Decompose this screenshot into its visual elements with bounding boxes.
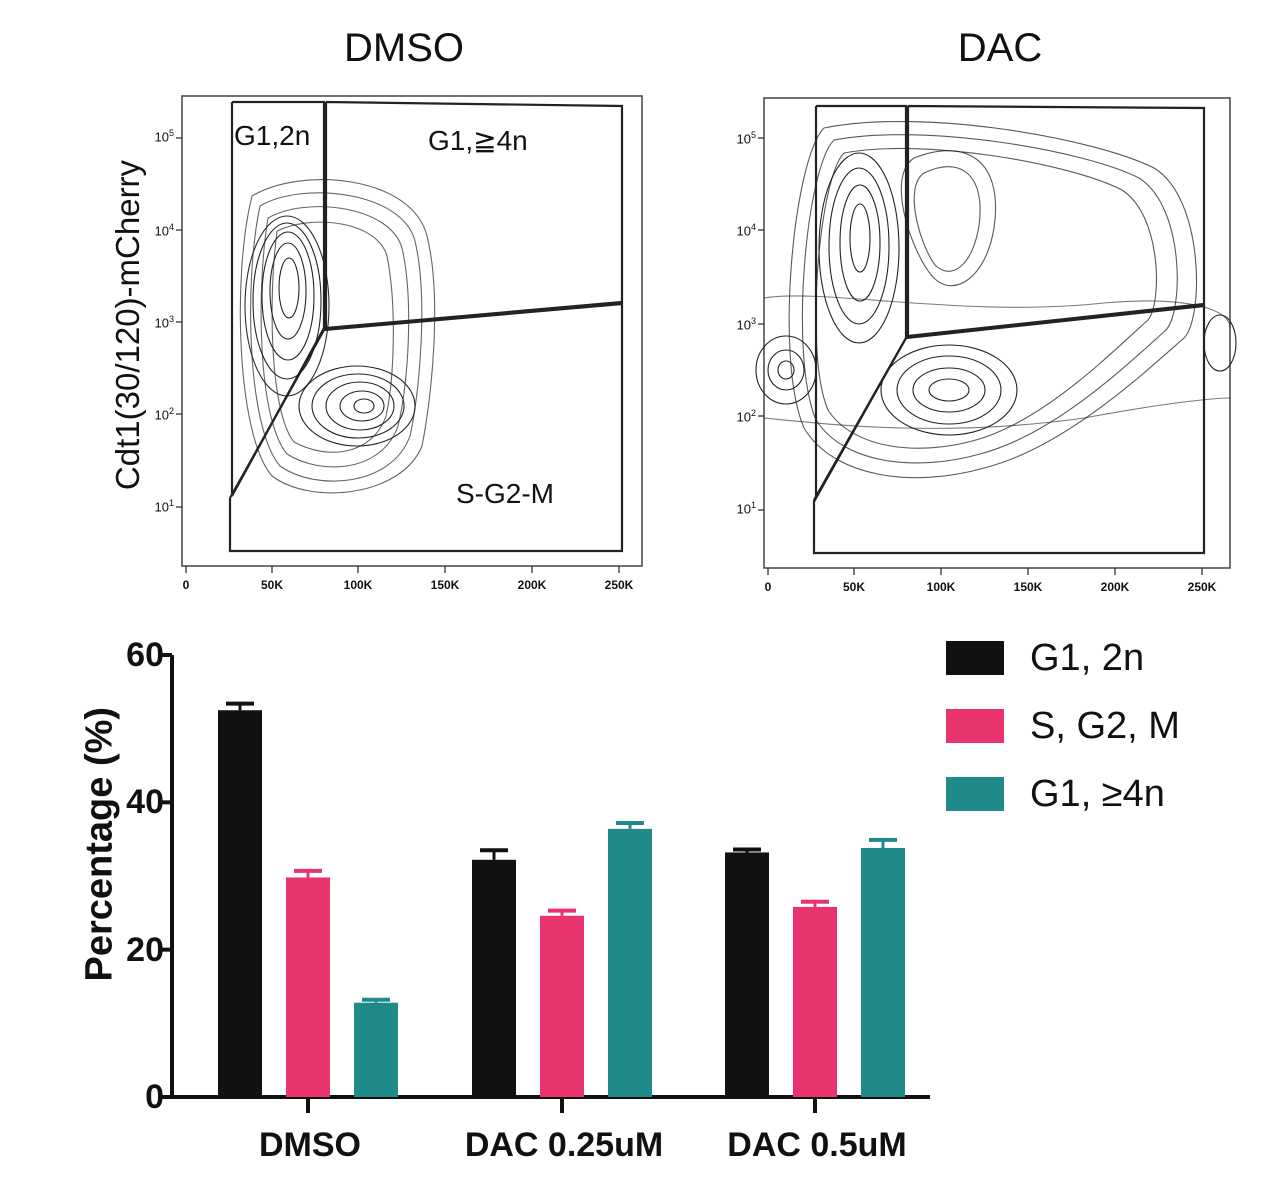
legend-item-sg2m: S, G2, M [946, 704, 1180, 747]
xtick-label: 250K [604, 578, 634, 592]
plot-frame [763, 97, 1231, 569]
gate-g1-4n [324, 100, 624, 330]
bar-2-1 [608, 828, 652, 1097]
ytick-label: 102 [154, 406, 174, 423]
xtick-label: 200K [1100, 580, 1130, 594]
legend: G1, 2n S, G2, M G1, ≥4n [946, 636, 1180, 815]
bar-xtick-dac-05: DAC 0.5uM [727, 1126, 907, 1164]
ytick-label: 101 [154, 498, 174, 515]
legend-swatch [946, 777, 1004, 811]
bar-0-0 [218, 710, 262, 1097]
bar-xtick-dmso: DMSO [259, 1126, 361, 1164]
xtick-label: 0 [182, 578, 190, 592]
contour-density [239, 179, 436, 494]
gate-label-g1-4n: G1,≧4n [428, 125, 528, 156]
ytick-label: 105 [736, 130, 756, 147]
flow-plot-dmso [176, 95, 643, 573]
ytick-label: 104 [736, 222, 756, 239]
gate-label-sg2m: S-G2-M [456, 478, 554, 509]
ytick-label: 101 [736, 500, 756, 517]
bar-0-1 [472, 859, 516, 1097]
bar-ytick-label: 60 [126, 636, 164, 674]
panel-title-dmso: DMSO [344, 26, 464, 70]
gates [812, 104, 1206, 555]
bar-1-2 [793, 906, 837, 1097]
legend-label: S, G2, M [1030, 704, 1180, 747]
bar-ytick-label: 0 [145, 1078, 164, 1116]
xtick-label: 50K [260, 578, 283, 592]
gate-sg2m [812, 304, 1206, 555]
xtick-label: 150K [430, 578, 460, 592]
gate-label-g1-2n: G1,2n [234, 120, 311, 151]
gates [228, 100, 624, 553]
bar-1-0 [286, 877, 330, 1097]
x-axis-ticks [185, 566, 620, 573]
gate-g1-2n [230, 100, 326, 497]
gate-g1-4n [906, 104, 1206, 338]
legend-swatch [946, 641, 1004, 675]
bar-xtick-dac-025: DAC 0.25uM [464, 1126, 664, 1164]
panel-title-dac: DAC [957, 26, 1043, 70]
y-axis-ticks [176, 137, 182, 508]
ytick-label: 104 [154, 222, 174, 239]
y-axis-ticks [758, 137, 764, 511]
legend-swatch [946, 709, 1004, 743]
xtick-label: 0 [764, 580, 772, 594]
ytick-label: 103 [736, 316, 756, 333]
bar-2-0 [354, 1002, 398, 1097]
xtick-label: 100K [343, 578, 373, 592]
ytick-label: 102 [736, 408, 756, 425]
gate-sg2m [228, 302, 624, 553]
ytick-label: 105 [154, 128, 174, 145]
bar-1-1 [540, 915, 584, 1097]
bar-2-2 [861, 848, 905, 1097]
xtick-label: 50K [842, 580, 865, 594]
bar-0-2 [725, 852, 769, 1097]
xtick-label: 100K [926, 580, 956, 594]
plot-frame [181, 95, 643, 567]
x-axis-ticks [767, 568, 1203, 575]
xtick-label: 150K [1013, 580, 1043, 594]
contour-density [755, 121, 1237, 479]
bar-ytick-label: 20 [126, 931, 164, 969]
legend-item-g1-2n: G1, 2n [946, 636, 1180, 679]
legend-label: G1, 2n [1030, 636, 1145, 679]
flow-plot-dac [755, 97, 1237, 575]
legend-label: G1, ≥4n [1030, 772, 1165, 815]
legend-item-g1-4n: G1, ≥4n [946, 772, 1180, 815]
xtick-label: 200K [517, 578, 547, 592]
ytick-label: 103 [154, 314, 174, 331]
bar-ytick-label: 40 [126, 783, 164, 821]
xtick-label: 250K [1187, 580, 1217, 594]
